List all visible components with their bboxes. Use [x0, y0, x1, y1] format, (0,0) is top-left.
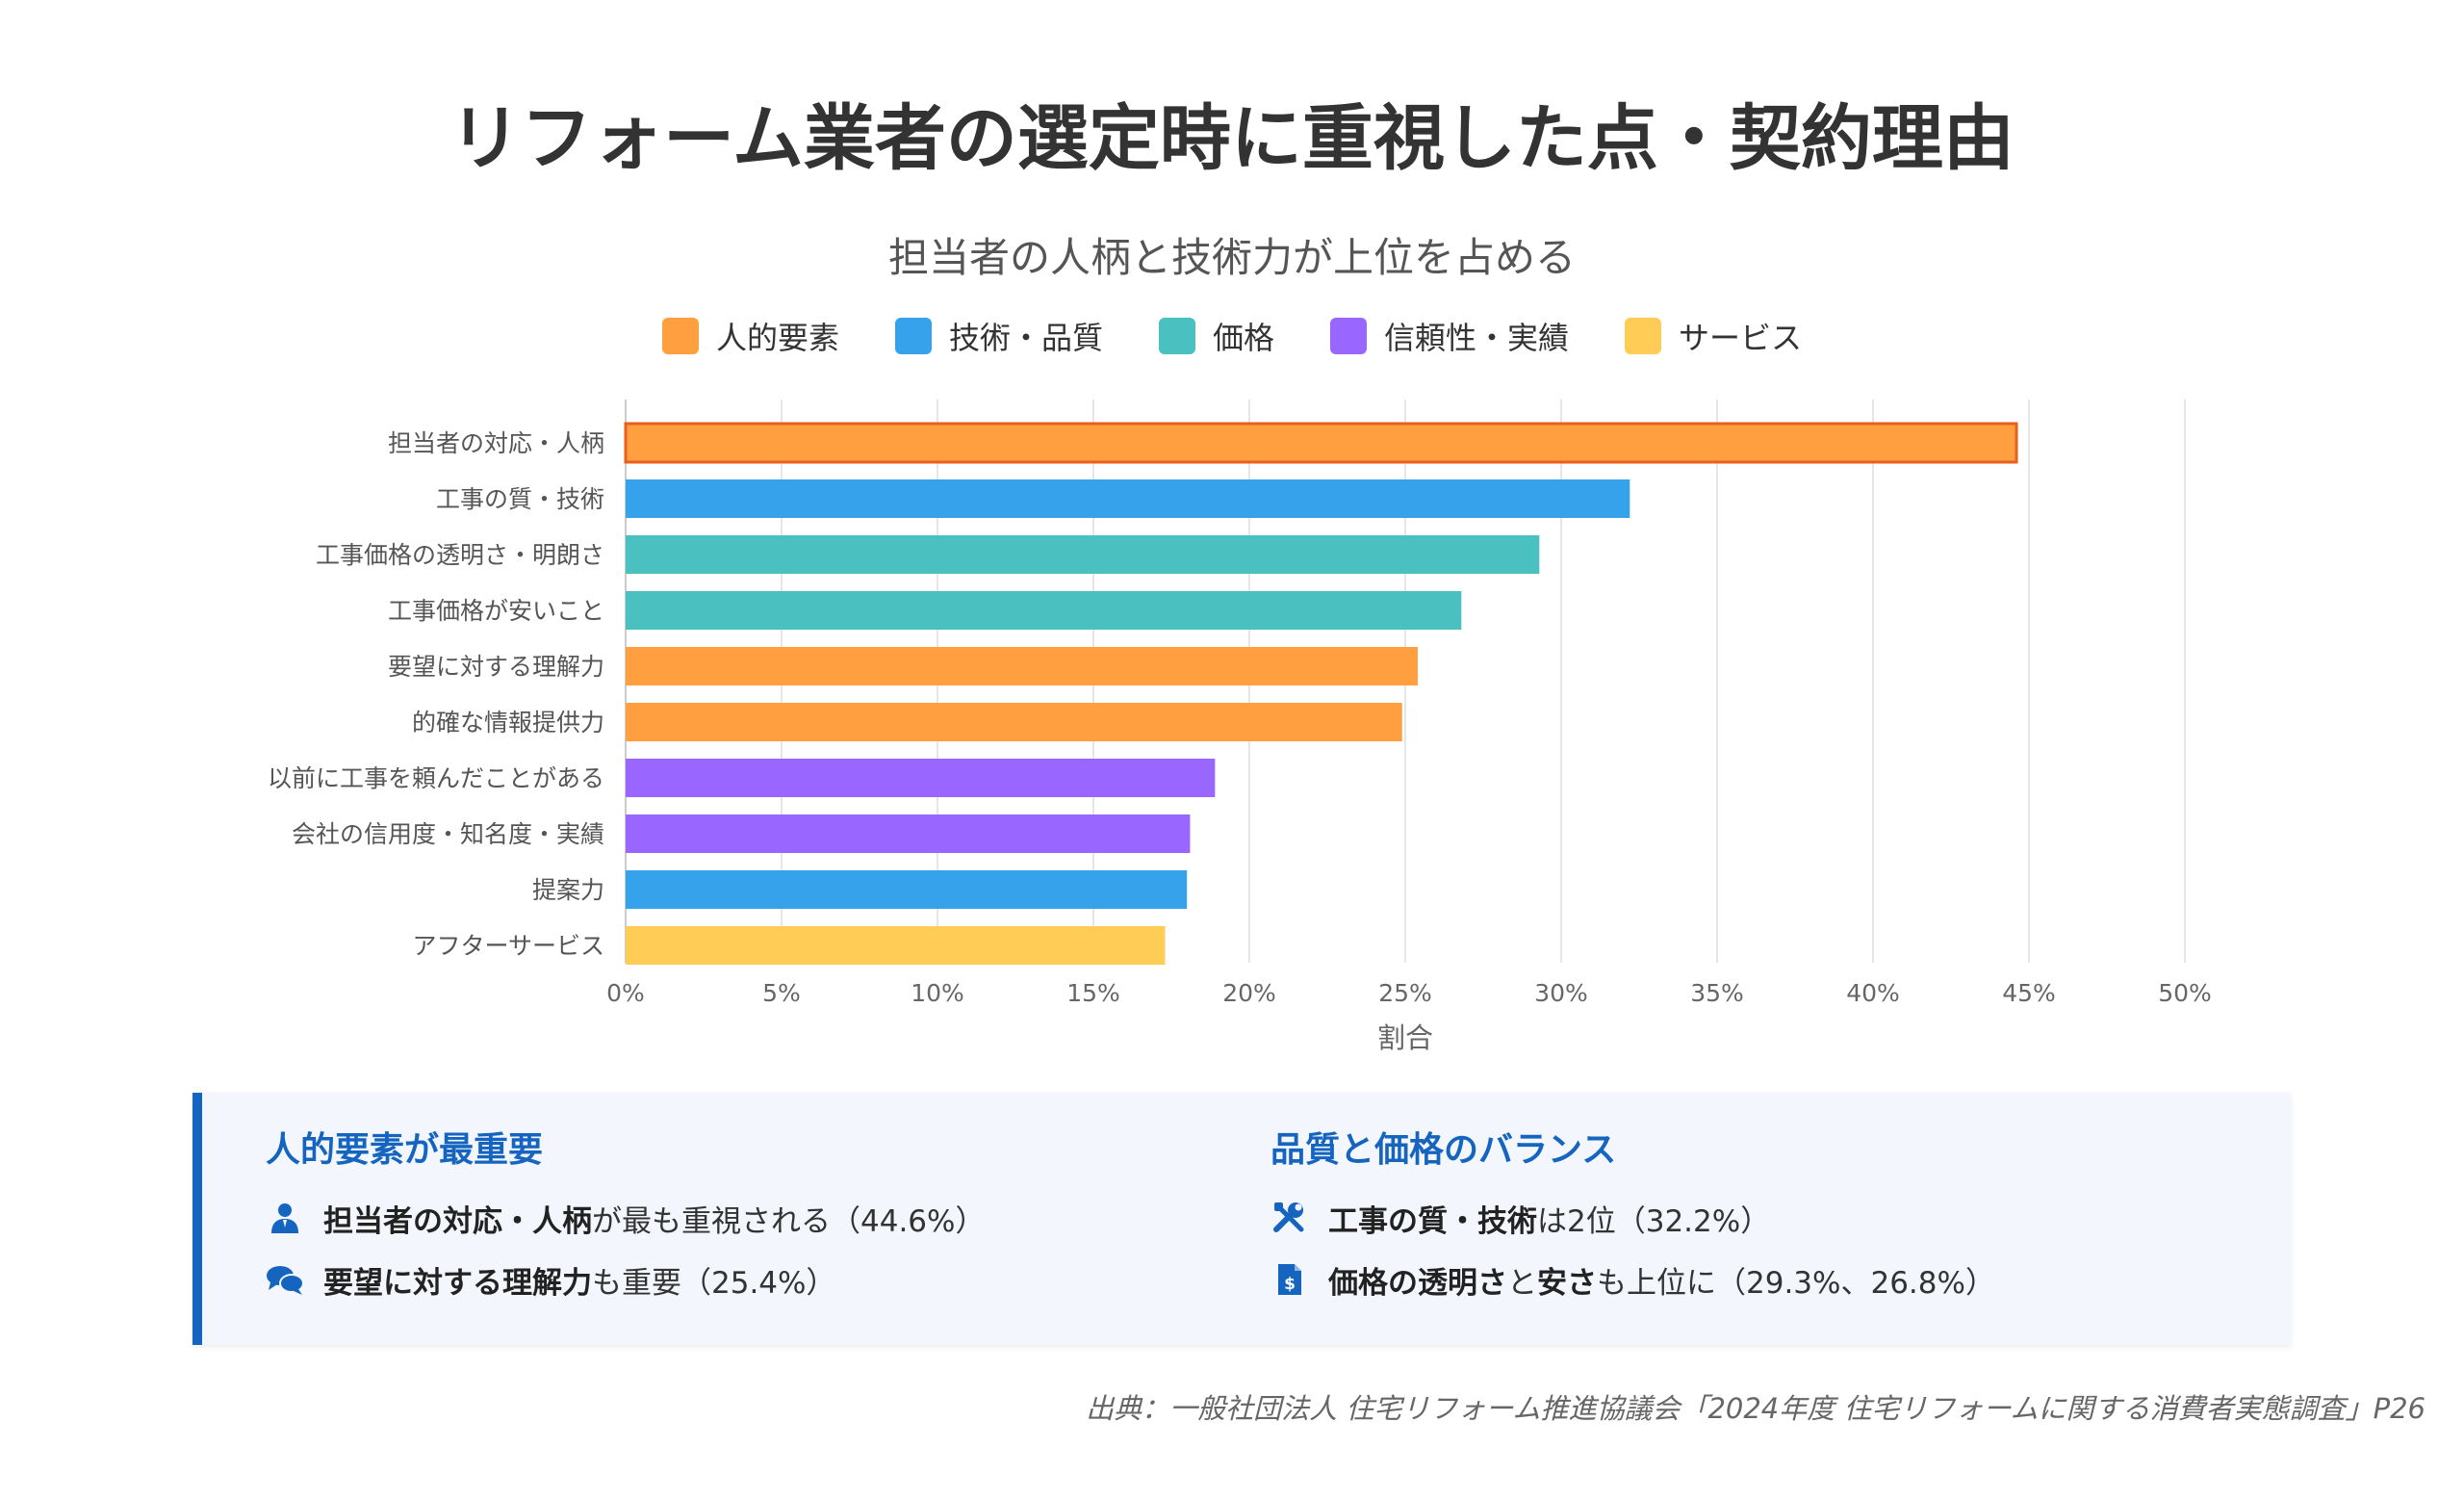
bar — [626, 647, 1418, 685]
x-tick-label: 0% — [606, 979, 645, 1007]
legend-label: サービス — [1679, 320, 1803, 356]
person-icon — [266, 1199, 304, 1237]
chart-legend: 人的要素 技術・品質 価格 信頼性・実績 サービス — [0, 314, 2464, 358]
legend-swatch — [661, 318, 699, 354]
legend-item[interactable]: 信頼性・実績 — [1330, 314, 1569, 358]
category-label: 工事価格が安いこと — [388, 597, 604, 625]
insight-text: も重要（25.4%） — [592, 1265, 836, 1301]
invoice-dollar-icon: $ — [1270, 1260, 1309, 1299]
x-tick-label: 10% — [911, 979, 964, 1007]
insight-column-balance: 品質と価格のバランス 工事の質・技術は2位（32.2%） $ 価格の透明さと安さ… — [1270, 1122, 1995, 1320]
insight-text: は2位（32.2%） — [1537, 1203, 1771, 1239]
insight-heading-human: 人的要素が最重要 — [266, 1130, 544, 1170]
insight-emphasis: 担当者の対応・人柄 — [323, 1203, 592, 1239]
legend-item[interactable]: サービス — [1625, 314, 1802, 358]
insight-point: 担当者の対応・人柄が最も重視される（44.6%） — [266, 1197, 985, 1239]
category-label: 工事の質・技術 — [436, 485, 604, 513]
bar — [626, 703, 1402, 741]
insight-point: 要望に対する理解力も重要（25.4%） — [266, 1258, 985, 1301]
legend-label: 信頼性・実績 — [1384, 320, 1570, 356]
category-label: 以前に工事を頼んだことがある — [268, 764, 604, 792]
bar — [624, 422, 2018, 464]
x-tick-label: 20% — [1222, 979, 1276, 1007]
bar — [626, 759, 1216, 797]
legend-swatch — [1158, 318, 1195, 354]
category-label: 要望に対する理解力 — [388, 653, 604, 681]
bar — [626, 814, 1191, 853]
insight-column-human: 人的要素が最重要 担当者の対応・人柄が最も重視される（44.6%） 要望に対する… — [266, 1122, 985, 1320]
insight-text: も上位に（29.3%、26.8%） — [1597, 1265, 1995, 1301]
bar — [626, 535, 1540, 574]
bar — [626, 870, 1188, 909]
legend-item[interactable]: 人的要素 — [661, 314, 839, 358]
legend-item[interactable]: 価格 — [1158, 314, 1274, 358]
bar-chart: 0% 5% 10% 15% 20% 25% 30% 35% 40% 45% 50% 担当者の対応・人柄… — [268, 400, 2212, 1054]
legend-label: 人的要素 — [715, 320, 839, 356]
bar — [626, 479, 1630, 518]
tools-icon — [1270, 1199, 1309, 1237]
legend-label: 価格 — [1212, 320, 1274, 356]
legend-item[interactable]: 技術・品質 — [894, 314, 1103, 358]
x-tick-label: 25% — [1378, 979, 1432, 1007]
category-label: 会社の信用度・知名度・実績 — [292, 820, 604, 848]
x-tick-label: 15% — [1066, 979, 1120, 1007]
insight-emphasis: 安さ — [1537, 1265, 1597, 1301]
bar — [626, 591, 1462, 630]
insight-text: と — [1507, 1265, 1537, 1301]
legend-swatch — [894, 318, 932, 354]
category-label: 担当者の対応・人柄 — [388, 429, 604, 457]
insights-panel: 人的要素が最重要 担当者の対応・人柄が最も重視される（44.6%） 要望に対する… — [192, 1093, 2291, 1345]
category-label: アフターサービス — [412, 932, 604, 960]
legend-swatch — [1625, 318, 1662, 354]
x-axis-title: 割合 — [1377, 1021, 1433, 1054]
x-tick-label: 50% — [2158, 979, 2212, 1007]
insight-emphasis: 要望に対する理解力 — [323, 1265, 592, 1301]
source-citation: 出典：一般社団法人 住宅リフォーム推進協議会「2024年度 住宅リフォームに関す… — [1086, 1392, 2426, 1425]
x-tick-label: 5% — [762, 979, 801, 1007]
insight-heading-balance: 品質と価格のバランス — [1270, 1130, 1617, 1170]
x-tick-label: 45% — [2002, 979, 2056, 1007]
insight-point: 工事の質・技術は2位（32.2%） — [1270, 1197, 1995, 1239]
svg-text:$: $ — [1284, 1275, 1296, 1294]
category-label: 的確な情報提供力 — [412, 709, 604, 737]
chat-bubbles-icon — [266, 1260, 304, 1299]
x-tick-label: 30% — [1534, 979, 1588, 1007]
insight-emphasis: 価格の透明さ — [1328, 1265, 1507, 1301]
x-tick-label: 35% — [1690, 979, 1744, 1007]
category-label: 提案力 — [532, 876, 604, 904]
legend-swatch — [1330, 318, 1367, 354]
chart-subtitle: 担当者の人柄と技術力が上位を占める — [887, 234, 1576, 281]
insight-text: が最も重視される（44.6%） — [592, 1203, 986, 1239]
insight-point: $ 価格の透明さと安さも上位に（29.3%、26.8%） — [1270, 1258, 1995, 1301]
page-title: リフォーム業者の選定時に重視した点・契約理由 — [449, 97, 2015, 180]
insight-emphasis: 工事の質・技術 — [1328, 1203, 1537, 1239]
category-label: 工事価格の透明さ・明朗さ — [316, 541, 604, 569]
x-tick-label: 40% — [1846, 979, 1900, 1007]
legend-label: 技術・品質 — [948, 320, 1103, 356]
bar — [626, 926, 1166, 965]
